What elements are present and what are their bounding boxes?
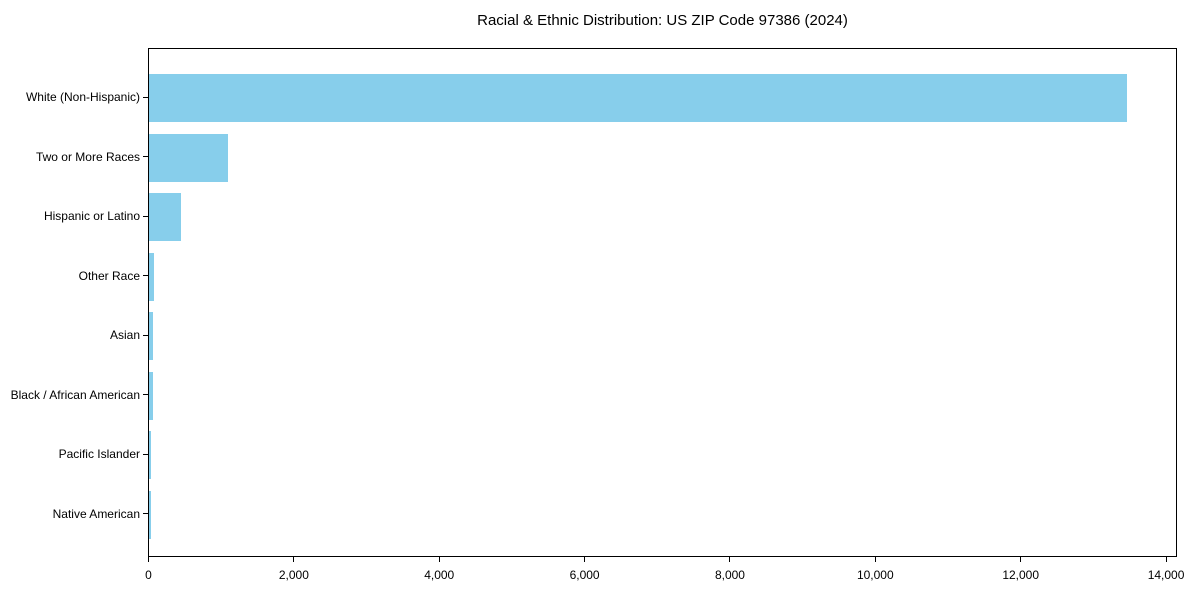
bar-asian (149, 312, 154, 361)
x-tick-mark-4000 (438, 557, 440, 562)
x-tick-label-2000: 2,000 (278, 568, 309, 582)
y-tick-label-black-african-american: Black / African American (10, 387, 140, 402)
y-tick-mark-other-race (143, 275, 148, 277)
y-tick-label-hispanic-or-latino: Hispanic or Latino (43, 209, 140, 224)
y-tick-label-native-american: Native American (52, 506, 140, 521)
y-tick-label-white-non-hispanic: White (Non-Hispanic) (25, 90, 140, 104)
chart-title: Racial & Ethnic Distribution: US ZIP Cod… (477, 12, 848, 29)
x-tick-mark-2000 (293, 557, 295, 562)
x-tick-mark-0 (148, 557, 149, 562)
y-tick-mark-black-african-american (143, 394, 148, 396)
x-tick-label-6000: 6,000 (569, 568, 600, 582)
x-tick-mark-6000 (584, 557, 586, 562)
x-tick-label-0: 0 (145, 568, 152, 582)
y-tick-mark-hispanic-or-latino (143, 215, 148, 217)
x-tick-label-12000: 12,000 (1002, 568, 1040, 582)
bar-white-non-hispanic (149, 74, 1127, 122)
plot-area (148, 48, 1177, 557)
bar-hispanic-or-latino (149, 193, 182, 242)
x-tick-label-14000: 14,000 (1147, 568, 1185, 582)
bar-other-race (149, 252, 154, 301)
x-tick-mark-12000 (1020, 557, 1022, 562)
y-tick-mark-pacific-islander (143, 453, 148, 455)
x-tick-mark-8000 (729, 557, 731, 562)
x-tick-mark-10000 (874, 557, 876, 562)
x-tick-mark-14000 (1165, 557, 1167, 562)
y-tick-label-two-or-more-races: Two or More Races (35, 149, 140, 164)
bar-two-or-more-races (149, 133, 228, 182)
bar-pacific-islander (149, 431, 152, 480)
bar-native-american (149, 490, 152, 539)
x-tick-label-4000: 4,000 (424, 568, 455, 582)
y-tick-label-pacific-islander: Pacific Islander (58, 447, 140, 462)
y-tick-mark-white-non-hispanic (143, 96, 148, 98)
y-tick-mark-asian (143, 334, 148, 336)
y-tick-mark-two-or-more-races (143, 156, 148, 158)
y-tick-label-other-race: Other Race (78, 268, 140, 283)
bar-black-african-american (149, 371, 153, 420)
x-tick-label-8000: 8,000 (714, 568, 745, 582)
y-tick-mark-native-american (143, 513, 148, 515)
x-tick-label-10000: 10,000 (856, 568, 894, 582)
y-tick-label-asian: Asian (109, 328, 140, 343)
